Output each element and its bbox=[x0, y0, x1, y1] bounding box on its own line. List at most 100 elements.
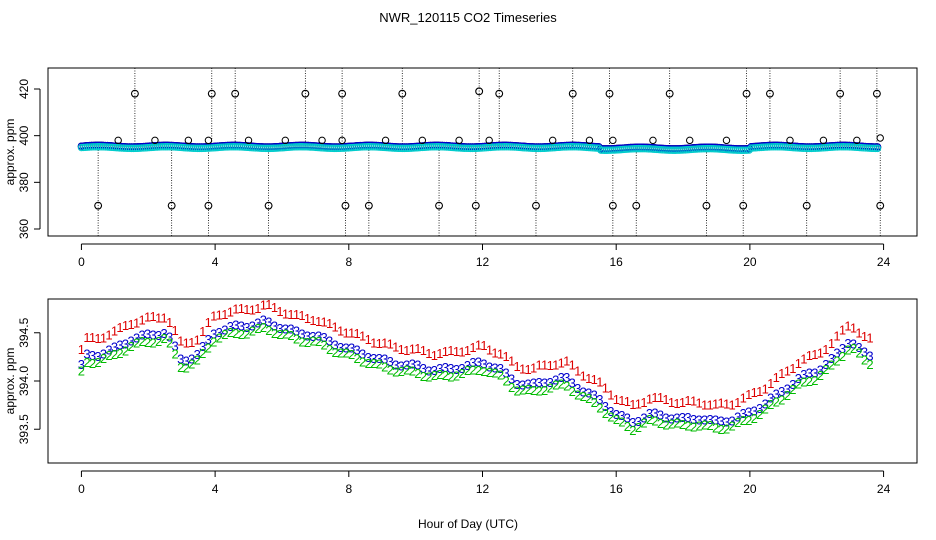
series-1-marker: 1 bbox=[850, 321, 857, 336]
series-3-marker: 3 bbox=[850, 336, 857, 351]
series-2-marker: 2 bbox=[271, 326, 278, 341]
series-2-marker: 2 bbox=[541, 383, 548, 398]
panel1-frame bbox=[47, 67, 918, 237]
series-2-marker: 2 bbox=[651, 413, 658, 428]
series-3-marker: 3 bbox=[784, 382, 791, 397]
series-3-marker: 3 bbox=[629, 415, 636, 430]
series-3-marker: 3 bbox=[712, 413, 719, 428]
series-1-marker: 1 bbox=[232, 302, 239, 317]
series-3-marker: 3 bbox=[315, 328, 322, 343]
series-1-marker: 1 bbox=[227, 304, 234, 319]
minor-point bbox=[114, 136, 122, 145]
series-1-marker: 1 bbox=[569, 358, 576, 373]
series-1-marker: 1 bbox=[718, 396, 725, 411]
series-1-marker: 1 bbox=[679, 395, 686, 410]
series-3-marker: 3 bbox=[475, 354, 482, 369]
series-1-marker: 1 bbox=[381, 336, 388, 351]
series-1-marker: 1 bbox=[684, 393, 691, 408]
series-1-marker: 1 bbox=[701, 397, 708, 412]
series-3-marker: 3 bbox=[127, 334, 134, 349]
series-3-marker: 3 bbox=[745, 404, 752, 419]
minor-point bbox=[338, 136, 346, 145]
outlier-point bbox=[632, 201, 641, 210]
series-1-marker: 1 bbox=[767, 376, 774, 391]
series-3-marker: 3 bbox=[751, 403, 758, 418]
series-2-marker: 2 bbox=[602, 406, 609, 421]
panel2-x-tick-label: 16 bbox=[610, 482, 624, 496]
series-2-marker: 2 bbox=[177, 360, 184, 375]
series-1-marker: 1 bbox=[133, 316, 140, 331]
series-1-marker: 1 bbox=[238, 301, 245, 316]
series-1-marker: 1 bbox=[519, 362, 526, 377]
panel1-y-tick-label: 420 bbox=[17, 79, 31, 99]
series-3-marker: 3 bbox=[690, 412, 697, 427]
outlier-point bbox=[568, 89, 577, 98]
series-3-marker: 3 bbox=[436, 361, 443, 376]
series-1-marker: 1 bbox=[348, 326, 355, 341]
series-2-marker: 2 bbox=[629, 423, 636, 438]
series-1-marker: 1 bbox=[585, 371, 592, 386]
series-3-marker: 3 bbox=[326, 333, 333, 348]
series-2-marker: 2 bbox=[684, 419, 691, 434]
series-2-marker: 2 bbox=[530, 383, 537, 398]
series-3-marker: 3 bbox=[811, 365, 818, 380]
series-1-marker: 1 bbox=[155, 310, 162, 325]
series-2-marker: 2 bbox=[326, 342, 333, 357]
outlier-point bbox=[207, 89, 216, 98]
series-3-marker: 3 bbox=[844, 336, 851, 351]
series-2-marker: 2 bbox=[580, 389, 587, 404]
series-2-marker: 2 bbox=[866, 357, 873, 372]
series-2-marker: 2 bbox=[574, 387, 581, 402]
series-1-marker: 1 bbox=[447, 343, 454, 358]
series-1-marker: 1 bbox=[740, 391, 747, 406]
panel2-y-tick-label: 393.5 bbox=[17, 414, 31, 444]
series-2-marker: 2 bbox=[370, 356, 377, 371]
series-2-marker: 2 bbox=[138, 334, 145, 349]
series-3-marker: 3 bbox=[320, 330, 327, 345]
series-1-marker: 1 bbox=[861, 329, 868, 344]
series-3-marker: 3 bbox=[221, 322, 228, 337]
series-1-marker: 1 bbox=[260, 297, 267, 312]
panel1-x-tick-label: 12 bbox=[476, 255, 490, 269]
minor-point bbox=[649, 136, 657, 145]
series-3-marker: 3 bbox=[254, 315, 261, 330]
panel2-x-tick-label: 0 bbox=[78, 482, 85, 496]
series-3-marker: 3 bbox=[149, 327, 156, 342]
series-2-marker: 2 bbox=[331, 345, 338, 360]
series-3-marker: 3 bbox=[177, 351, 184, 366]
series-2-marker: 2 bbox=[144, 335, 151, 350]
series-2-marker: 2 bbox=[398, 364, 405, 379]
minor-point bbox=[151, 136, 159, 145]
series-1-marker: 1 bbox=[800, 351, 807, 366]
panel2-ylabel: approx. ppm bbox=[3, 348, 17, 415]
series-3-marker: 3 bbox=[723, 415, 730, 430]
series-1-marker: 1 bbox=[409, 341, 416, 356]
series-1-marker: 1 bbox=[359, 328, 366, 343]
x-axis-label: Hour of Day (UTC) bbox=[418, 517, 518, 531]
series-1-marker: 1 bbox=[662, 392, 669, 407]
series-2-marker: 2 bbox=[127, 339, 134, 354]
series-3-marker: 3 bbox=[464, 358, 471, 373]
series-2-marker: 2 bbox=[254, 321, 261, 336]
series-3-marker: 3 bbox=[469, 355, 476, 370]
series-1-marker: 1 bbox=[370, 335, 377, 350]
minor-point bbox=[609, 136, 617, 145]
series-3-marker: 3 bbox=[287, 322, 294, 337]
series-1-marker: 1 bbox=[83, 330, 90, 345]
panel2-x-tick-label: 20 bbox=[743, 482, 757, 496]
minor-point bbox=[585, 136, 594, 145]
panel1-x-tick-label: 0 bbox=[78, 255, 85, 269]
series-2-marker: 2 bbox=[740, 413, 747, 428]
series-3-marker: 3 bbox=[238, 319, 245, 334]
series-1-marker: 1 bbox=[618, 393, 625, 408]
series-2-marker: 2 bbox=[205, 341, 212, 356]
series-2-marker: 2 bbox=[403, 363, 410, 378]
series-3-marker: 3 bbox=[497, 361, 504, 376]
series-2-marker: 2 bbox=[287, 328, 294, 343]
series-2-marker: 2 bbox=[828, 357, 835, 372]
outlier-point bbox=[301, 89, 310, 98]
series-3-marker: 3 bbox=[100, 346, 107, 361]
outlier-point bbox=[475, 87, 484, 96]
minor-point bbox=[381, 136, 390, 145]
series-3-marker: 3 bbox=[210, 327, 217, 342]
